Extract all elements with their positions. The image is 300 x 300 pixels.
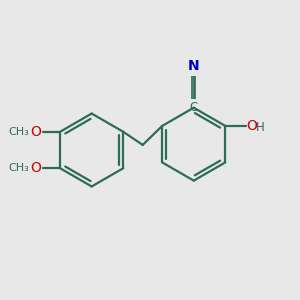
Text: O: O	[31, 125, 41, 139]
Text: H: H	[256, 122, 265, 134]
Text: N: N	[188, 59, 200, 73]
Text: C: C	[190, 101, 198, 114]
Text: CH₃: CH₃	[9, 127, 29, 137]
Text: O: O	[31, 161, 41, 175]
Text: CH₃: CH₃	[9, 163, 29, 173]
Text: O: O	[247, 119, 257, 133]
